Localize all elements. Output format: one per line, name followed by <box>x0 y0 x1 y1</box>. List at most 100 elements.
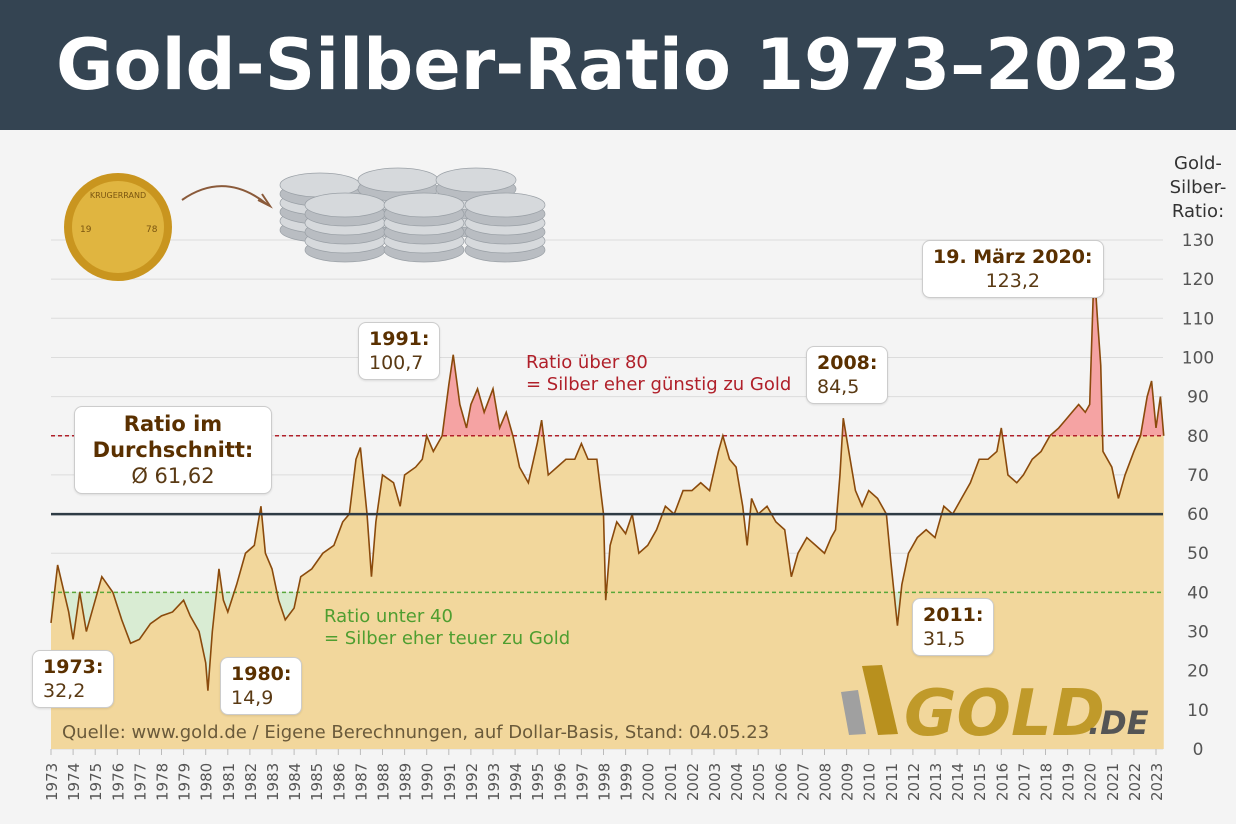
x-tick-label: 1975 <box>87 763 105 801</box>
silver-coin-stack <box>464 192 546 263</box>
area-above-80 <box>426 266 1163 436</box>
y-tick-label: 110 <box>1182 309 1214 329</box>
source-text: Quelle: www.gold.de / Eigene Berechnunge… <box>62 722 770 743</box>
x-tick-label: 1974 <box>65 763 83 801</box>
annotation-2008: 2008: 84,5 <box>806 346 889 404</box>
silver-coin <box>383 192 465 218</box>
annotation-2020: 19. März 2020: 123,2 <box>922 240 1104 298</box>
x-tick-label: 2013 <box>927 763 945 801</box>
x-tick-label: 1973 <box>43 763 61 801</box>
x-tick-label: 1976 <box>109 763 127 801</box>
x-tick-label: 2022 <box>1126 763 1144 801</box>
x-tick-label: 2009 <box>839 763 857 801</box>
x-tick-label: 2006 <box>772 763 790 801</box>
x-tick-label: 2005 <box>750 763 768 801</box>
y-tick-label: 40 <box>1187 583 1209 603</box>
annotation-2011: 2011: 31,5 <box>912 598 995 656</box>
x-tick-label: 1992 <box>463 763 481 801</box>
x-tick-label: 1977 <box>131 763 149 801</box>
page-title: Gold-Silber-Ratio 1973–2023 <box>56 24 1180 106</box>
x-tick-label: 2002 <box>684 763 702 801</box>
y-tick-label: 10 <box>1187 701 1209 721</box>
annotation-1980: 1980: 14,9 <box>220 657 303 715</box>
x-tick-label: 2008 <box>817 763 835 801</box>
x-tick-label: 1996 <box>551 763 569 801</box>
x-tick-label: 1982 <box>242 763 260 801</box>
y-tick-label: 130 <box>1182 231 1214 251</box>
x-tick-label: 2012 <box>905 763 923 801</box>
x-tick-label: 2015 <box>971 763 989 801</box>
y-tick-label: 100 <box>1182 348 1214 368</box>
gold-de-logo: GOLD.DE <box>841 665 1149 751</box>
x-tick-label: 2001 <box>662 763 680 801</box>
krugerrand-coin: KRUGERRAND 19 78 <box>64 173 172 281</box>
x-tick-label: 1979 <box>176 763 194 801</box>
x-tick-label: 1988 <box>375 763 393 801</box>
x-tick-label: 2004 <box>728 763 746 801</box>
x-tick-label: 2007 <box>794 763 812 801</box>
x-tick-label: 1989 <box>397 763 415 801</box>
x-tick-label: 1999 <box>618 763 636 801</box>
x-tick-label: 1993 <box>485 763 503 801</box>
coin-text: KRUGERRAND <box>90 191 146 200</box>
silver-coin <box>304 192 386 218</box>
y-axis-title: Gold- Silber- Ratio: <box>1169 153 1227 222</box>
x-tick-label: 2019 <box>1060 763 1078 801</box>
x-tick-label: 2016 <box>993 763 1011 801</box>
silver-coin-stack <box>383 192 465 263</box>
x-tick-label: 1991 <box>441 763 459 801</box>
logo-bar-silver <box>841 690 866 735</box>
y-tick-label: 20 <box>1187 662 1209 682</box>
y-tick-label: 70 <box>1187 466 1209 486</box>
x-tick-label: 1995 <box>529 763 547 801</box>
silver-coin <box>357 167 439 193</box>
x-tick-label: 1981 <box>220 763 238 801</box>
silver-coin <box>435 167 517 193</box>
series-line <box>50 266 1165 691</box>
x-tick-label: 1986 <box>330 763 348 801</box>
y-tick-label: 0 <box>1193 740 1204 760</box>
note-above-80: Ratio über 80 = Silber eher günstig zu Go… <box>526 352 792 395</box>
note-below-40: Ratio unter 40 = Silber eher teuer zu Gol… <box>324 606 571 649</box>
x-tick-label: 2020 <box>1082 763 1100 801</box>
x-tick-label: 1994 <box>507 763 525 801</box>
area-fill <box>51 266 1164 749</box>
coin-year-left: 19 <box>80 225 92 235</box>
coin-year-right: 78 <box>146 225 158 235</box>
y-tick-label: 60 <box>1187 505 1209 525</box>
logo-suffix: .DE <box>1088 704 1149 742</box>
x-tick-label: 1983 <box>264 763 282 801</box>
x-tick-label: 1987 <box>352 763 370 801</box>
x-tick-label: 1985 <box>308 763 326 801</box>
coin-face <box>72 181 164 273</box>
x-tick-label: 2014 <box>949 763 967 801</box>
x-tick-label: 2017 <box>1015 763 1033 801</box>
y-tick-label: 30 <box>1187 623 1209 643</box>
y-tick-label: 50 <box>1187 544 1209 564</box>
x-tick-label: 2000 <box>640 763 658 801</box>
annotation-1991: 1991: 100,7 <box>358 322 441 380</box>
x-tick-label: 2023 <box>1148 763 1166 801</box>
logo-bar-gold <box>862 665 898 735</box>
header: Gold-Silber-Ratio 1973–2023 <box>0 0 1236 130</box>
y-tick-label: 80 <box>1187 427 1209 447</box>
y-tick-label: 90 <box>1187 388 1209 408</box>
silver-coin-stack <box>304 192 386 263</box>
y-tick-label: 120 <box>1182 270 1214 290</box>
logo-text: GOLD <box>904 677 1105 751</box>
annotation-average: Ratio im Durchschnitt: Ø 61,62 <box>74 406 272 494</box>
x-tick-label: 1984 <box>286 763 304 801</box>
x-tick-label: 2021 <box>1104 763 1122 801</box>
arrow-head-icon <box>257 193 273 209</box>
x-tick-label: 2018 <box>1038 763 1056 801</box>
annotation-1973: 1973: 32,2 <box>32 650 115 708</box>
area-below-40 <box>51 592 902 691</box>
x-tick-label: 1997 <box>573 763 591 801</box>
silver-coin <box>464 192 546 218</box>
arrow-icon <box>181 185 269 206</box>
x-tick-label: 2010 <box>861 763 879 801</box>
x-tick-label: 2003 <box>706 763 724 801</box>
x-tick-label: 1980 <box>198 763 216 801</box>
x-tick-label: 1978 <box>154 763 172 801</box>
